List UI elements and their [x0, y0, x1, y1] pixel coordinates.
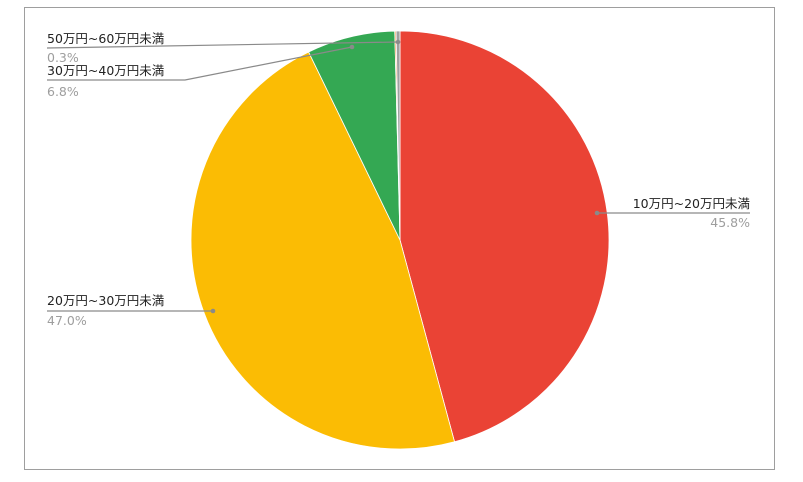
leader-dot: [349, 44, 355, 50]
leader-line-30-40: [47, 46, 353, 81]
pie-slice-4: [395, 30, 401, 241]
leader-line-50-60: [46, 41, 399, 49]
leader-dot: [210, 308, 216, 314]
slice-label-10-20: 10万円~20万円未満: [633, 196, 750, 211]
slice-pct-50-60: 0.3%: [47, 50, 79, 65]
leader-dot: [594, 210, 600, 216]
slice-pct-20-30: 47.0%: [47, 313, 87, 328]
leader-dot: [395, 39, 401, 45]
slice-pct-10-20: 45.8%: [710, 215, 750, 230]
slice-label-50-60: 50万円~60万円未満: [47, 31, 164, 46]
slice-label-20-30: 20万円~30万円未満: [47, 293, 164, 308]
chart-frame: [24, 7, 775, 470]
slice-label-30-40: 30万円~40万円未満: [47, 63, 164, 78]
pie-slice-1: [190, 51, 456, 450]
slice-pct-30-40: 6.8%: [47, 84, 79, 99]
